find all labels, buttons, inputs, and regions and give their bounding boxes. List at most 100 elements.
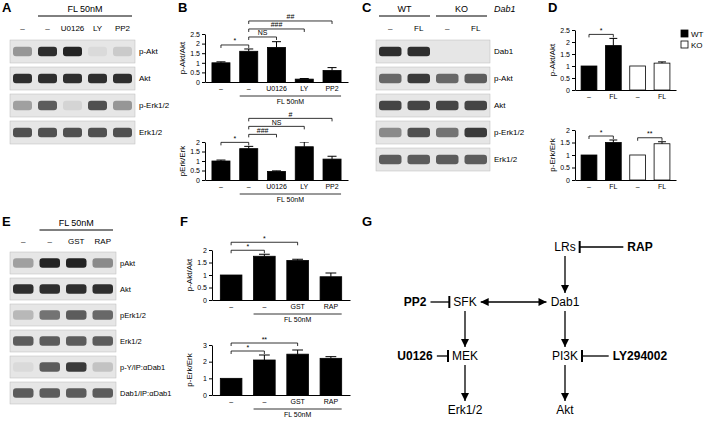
x-tick: – xyxy=(262,395,266,405)
band xyxy=(88,74,107,84)
error-bar xyxy=(216,160,225,162)
y-tick-label: 1 xyxy=(566,63,570,70)
group-line xyxy=(240,194,341,195)
x-tick: – xyxy=(229,300,233,310)
x-tick-label: – xyxy=(229,398,233,405)
x-axis-line xyxy=(206,82,349,83)
band xyxy=(66,310,87,319)
y-tick-mark xyxy=(209,288,212,289)
y-tick-label: 0.5 xyxy=(560,164,570,171)
bar xyxy=(654,144,670,180)
blot-strip xyxy=(376,40,490,63)
x-axis: –FL–FL xyxy=(576,90,677,100)
blot-strip xyxy=(10,304,116,326)
header-label: KO xyxy=(455,4,468,14)
bar xyxy=(605,143,621,181)
x-tick: RAP xyxy=(324,395,339,405)
x-tick-label: – xyxy=(247,183,251,190)
y-tick-label: 0 xyxy=(566,177,570,184)
x-axis: ––U0126LYPP2 xyxy=(206,180,349,190)
y-axis-line xyxy=(212,346,213,396)
band xyxy=(63,74,82,84)
x-tick-label: FL xyxy=(658,183,666,190)
y-tick-label: 3 xyxy=(203,342,207,349)
row-label: Erk1/2 xyxy=(139,128,163,137)
y-tick: 1.5 xyxy=(560,139,575,146)
row-label: Erk1/2 xyxy=(494,155,518,164)
y-tick-mark xyxy=(202,72,205,73)
edge xyxy=(481,301,547,302)
band xyxy=(93,362,114,371)
diagram: LRsRAPPP2SFKDab1U0126MEKPI3KLY294002Erk1… xyxy=(397,240,667,417)
error-cap xyxy=(244,48,253,49)
group-line xyxy=(240,96,341,97)
y-tick: 1 xyxy=(196,158,205,165)
band xyxy=(379,101,402,111)
error-cap xyxy=(259,355,270,356)
y-tick: 1 xyxy=(566,152,575,159)
row-label: Erk1/2 xyxy=(120,337,142,346)
y-tick: 2 xyxy=(566,39,575,46)
row-label: pErk1/2 xyxy=(120,311,146,320)
y-axis-line xyxy=(575,131,576,181)
x-tick: GST xyxy=(290,300,305,310)
y-tick: 0.5 xyxy=(190,167,205,174)
edge xyxy=(582,355,609,356)
y-axis-title: p-Erk/Erk xyxy=(548,137,557,171)
x-tick: LY xyxy=(300,82,308,92)
band xyxy=(93,310,114,319)
error-line xyxy=(264,355,265,360)
row-label: Akt xyxy=(494,101,506,110)
row-label: Akt xyxy=(139,74,151,83)
y-axis-title: p-Akt/Akt xyxy=(548,43,557,76)
group-label: FL 50nM xyxy=(277,196,305,203)
bar xyxy=(320,277,342,300)
lane-label: RAP xyxy=(95,237,111,246)
y-tick-mark xyxy=(572,42,575,43)
error-bar xyxy=(328,156,337,159)
band xyxy=(93,284,114,293)
y-axis: 00.511.52 xyxy=(560,127,575,184)
significance-label: * xyxy=(233,135,236,142)
band xyxy=(13,310,34,319)
error-bar xyxy=(325,273,336,277)
y-axis-title: p-Akt/Akt xyxy=(178,41,187,74)
x-tick: – xyxy=(219,82,223,92)
blot-strip xyxy=(376,94,490,117)
bar xyxy=(581,155,597,180)
error-cap xyxy=(216,61,225,62)
error-line xyxy=(276,42,277,48)
y-tick-label: 1 xyxy=(203,375,207,382)
band xyxy=(379,128,402,138)
x-tick: U0126 xyxy=(266,82,287,92)
significance-bracket xyxy=(221,45,249,48)
bar xyxy=(267,47,285,82)
lane-label: – xyxy=(20,24,25,33)
error-cap xyxy=(300,78,309,79)
bar xyxy=(323,70,341,82)
band xyxy=(40,310,61,319)
x-tick: – xyxy=(247,82,251,92)
row-label: p-Akt xyxy=(494,74,513,83)
error-line xyxy=(613,38,614,45)
error-bar xyxy=(325,357,336,359)
y-tick: 1.5 xyxy=(190,50,205,57)
y-tick: 2 xyxy=(196,40,205,47)
bar xyxy=(220,378,242,395)
y-tick-mark xyxy=(202,53,205,54)
edge xyxy=(431,301,450,302)
significance-label: NS xyxy=(258,29,268,36)
error-bar xyxy=(259,355,270,360)
y-tick-label: 1.5 xyxy=(560,139,570,146)
band xyxy=(40,284,61,293)
node-label: SFK xyxy=(453,295,476,309)
bar xyxy=(220,275,242,300)
x-tick: LY xyxy=(300,180,308,190)
x-tick-label: RAP xyxy=(324,303,339,310)
error-cap xyxy=(325,356,336,357)
y-tick-mark xyxy=(209,263,212,264)
row-label: p-Y/IP:αDab1 xyxy=(120,363,165,372)
x-tick-label: GST xyxy=(290,303,305,310)
y-tick-mark xyxy=(572,30,575,31)
y-tick-label: 2 xyxy=(203,358,207,365)
